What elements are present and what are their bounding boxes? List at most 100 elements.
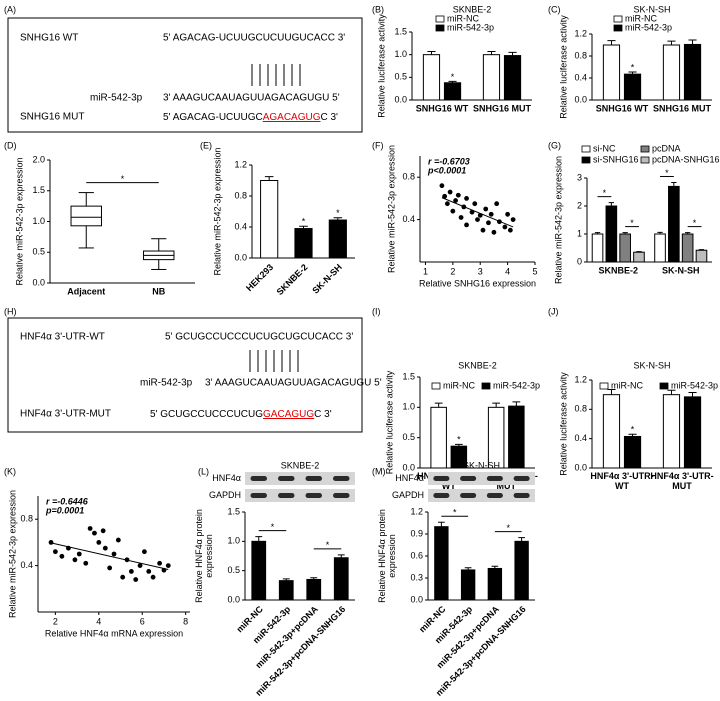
error-bar xyxy=(628,433,637,437)
error-bar xyxy=(434,402,443,408)
y-tick-label: 1.2 xyxy=(410,506,423,516)
panel-label: (M) xyxy=(372,466,386,476)
x-tick-label: SKNBE-2 xyxy=(598,265,638,275)
error-bar xyxy=(454,443,463,447)
bar xyxy=(695,249,708,263)
point xyxy=(510,217,516,223)
legend-label: pcDNA-SNHG16 xyxy=(652,154,720,164)
error-bar xyxy=(255,536,263,542)
point xyxy=(59,553,65,559)
error-bar xyxy=(427,50,436,55)
bar xyxy=(605,205,618,263)
blot-strip xyxy=(428,472,535,485)
mutation: AGACAGUG xyxy=(263,112,321,123)
bar xyxy=(487,406,505,469)
panel-label: (B) xyxy=(372,4,384,14)
panel-label: (G) xyxy=(548,140,561,150)
x-tick-label: 6 xyxy=(140,616,145,626)
chart-title: SKNBE-2 xyxy=(281,460,320,470)
wrapped-label: HNF4α 3'-UTR-MUT xyxy=(650,471,714,492)
panel-frame xyxy=(7,17,363,133)
bar xyxy=(294,228,313,259)
legend-swatch xyxy=(640,156,650,164)
sequence-name: SNHG16 WT xyxy=(20,33,78,44)
y-tick-label: 1.0 xyxy=(394,49,407,59)
sequence: 5' AGACAG-UCUUGCAGACAGUGC 3' xyxy=(163,112,338,123)
stat-label: r =-0.6703 xyxy=(428,156,470,166)
label-box: Relative HNF4α protein expression xyxy=(194,509,214,603)
bar xyxy=(654,233,666,263)
significance-label: * xyxy=(631,425,635,435)
bar xyxy=(662,44,681,101)
y-tick-label: 1.5 xyxy=(402,371,415,381)
error-bar xyxy=(607,40,616,45)
pairing-lines xyxy=(249,350,299,372)
significance-label: * xyxy=(453,508,457,518)
y-tick-label: 0.8 xyxy=(574,404,587,414)
point xyxy=(483,206,489,212)
chart-title: SK-N-SH xyxy=(633,4,670,14)
bar xyxy=(591,233,604,263)
significance-label: * xyxy=(336,208,340,218)
y-tick-label: 3 xyxy=(577,172,582,182)
y-axis-label: Relative luciferase activity xyxy=(376,14,386,118)
trend-line xyxy=(50,542,169,571)
significance-label: * xyxy=(693,218,697,228)
x-tick-label: 2 xyxy=(53,616,58,626)
y-tick-label: 0.5 xyxy=(394,72,407,82)
panel-label: (F) xyxy=(372,140,384,150)
legend-swatch xyxy=(613,24,623,32)
x-tick-label: SNHG16 WT xyxy=(596,103,649,113)
significance-label: * xyxy=(302,217,306,227)
legend-swatch xyxy=(431,382,441,390)
bar xyxy=(633,251,645,263)
point xyxy=(120,574,126,580)
wrapped-label: Relative HNF4α protein expression xyxy=(377,509,398,603)
error-bar xyxy=(636,251,642,253)
y-tick-label: 0.0 xyxy=(234,252,247,262)
legend-label: miR-542-3p xyxy=(671,380,718,390)
bar xyxy=(306,578,322,601)
significance-label: * xyxy=(457,435,461,445)
error-bar xyxy=(607,389,616,395)
significance-label: * xyxy=(631,62,635,72)
y-tick-label: 1.2 xyxy=(574,374,587,384)
box xyxy=(70,205,102,227)
y-tick-label: 0.3 xyxy=(410,572,423,582)
sequence-name: miR-542-3p xyxy=(90,93,143,104)
x-tick-label: NB xyxy=(152,286,165,296)
point xyxy=(165,563,171,568)
legend-swatch xyxy=(640,145,650,153)
sequence-name: HNF4α 3'-UTR-MUT xyxy=(20,409,111,420)
error-bar xyxy=(688,391,697,397)
point xyxy=(52,549,58,555)
error-bar xyxy=(698,249,705,251)
y-tick-label: 0.6 xyxy=(410,550,423,560)
error-bar xyxy=(464,567,472,570)
point xyxy=(107,565,113,571)
bar xyxy=(443,82,462,101)
y-tick-label: 0.0 xyxy=(227,594,240,604)
error-bar xyxy=(667,40,676,45)
sequence: 3' AAAGUCAAUAGUUAGACAGUGU 5' xyxy=(163,93,340,104)
point xyxy=(157,560,163,566)
x-tick-label: 3 xyxy=(478,266,483,276)
legend-label: miR-542-3p xyxy=(625,22,672,32)
blot-strip xyxy=(245,489,355,502)
blot-band xyxy=(250,476,267,481)
blot-band xyxy=(460,476,477,481)
chart-title: SKNBE-2 xyxy=(458,360,497,370)
blot-band xyxy=(433,493,450,498)
error-bar xyxy=(594,232,601,234)
mutation: GACAGUG xyxy=(263,409,314,420)
legend-swatch xyxy=(613,15,623,23)
y-tick-label: 0.5 xyxy=(402,432,415,442)
point xyxy=(48,540,54,545)
error-bar xyxy=(518,537,525,542)
bar xyxy=(683,43,702,101)
panel-label: (H) xyxy=(4,306,17,316)
y-tick-label: 0.4 xyxy=(574,433,587,443)
bar xyxy=(460,569,476,601)
y-tick-label: 1.5 xyxy=(227,506,240,516)
bar xyxy=(482,54,501,101)
